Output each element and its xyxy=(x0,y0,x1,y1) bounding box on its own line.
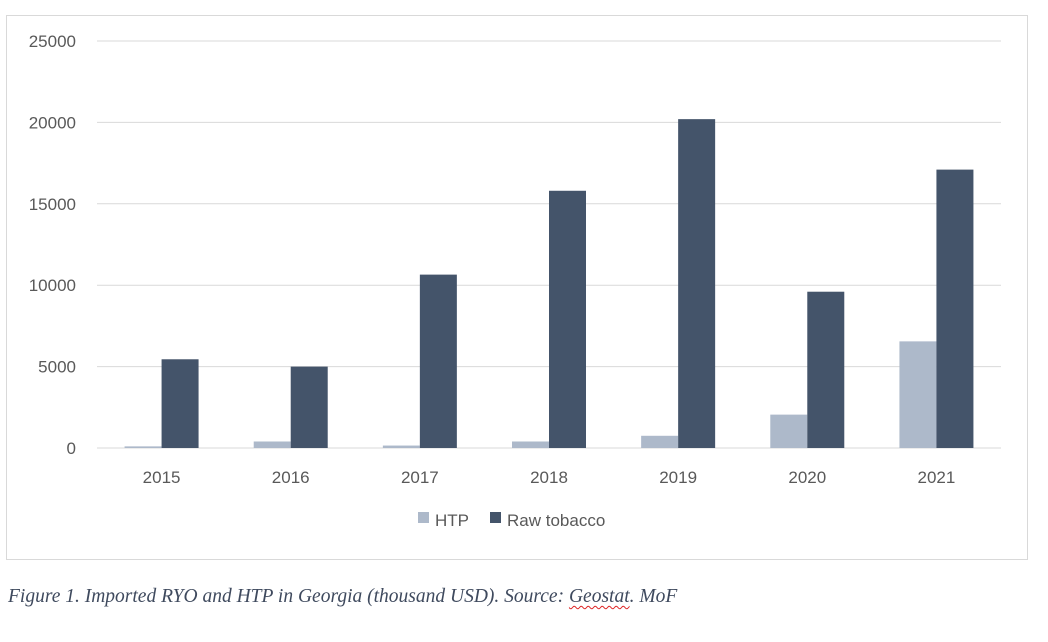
bar-htp-2021 xyxy=(899,341,937,448)
caption-source-geostat: Geostat xyxy=(568,586,630,607)
x-tick-label: 2021 xyxy=(918,468,956,487)
bar-htp-2017 xyxy=(382,445,420,448)
y-tick-label: 5000 xyxy=(38,358,76,377)
x-tick-label: 2018 xyxy=(530,468,568,487)
caption-source-mof: . MoF xyxy=(629,586,678,607)
caption-text: Figure 1. Imported RYO and HTP in Georgi… xyxy=(8,586,569,607)
x-tick-label: 2015 xyxy=(143,468,181,487)
y-tick-label: 20000 xyxy=(29,113,76,132)
legend-label: HTP xyxy=(435,511,469,530)
legend-swatch-htp xyxy=(418,512,429,523)
y-tick-label: 15000 xyxy=(29,195,76,214)
bar-raw-tobacco-2017 xyxy=(419,274,457,448)
bar-htp-2020 xyxy=(770,414,808,448)
bar-htp-2018 xyxy=(512,441,549,448)
x-tick-label: 2016 xyxy=(272,468,310,487)
legend-label: Raw tobacco xyxy=(507,511,605,530)
bar-raw-tobacco-2016 xyxy=(290,366,328,448)
y-tick-label: 0 xyxy=(67,439,76,458)
x-tick-label: 2017 xyxy=(401,468,439,487)
bar-htp-2016 xyxy=(253,441,291,448)
bar-raw-tobacco-2019 xyxy=(678,119,716,449)
chart-frame xyxy=(6,15,1028,560)
bar-htp-2019 xyxy=(641,435,679,448)
bar-chart: 0 5000 10000 15000 20000 25000 2015 2016 2017 201… xyxy=(29,32,1001,530)
bar-raw-tobacco-2015 xyxy=(161,359,199,448)
x-tick-label: 2020 xyxy=(788,468,826,487)
y-tick-label: 10000 xyxy=(29,276,76,295)
y-tick-label: 25000 xyxy=(29,32,76,51)
bar-htp-2015 xyxy=(124,446,162,448)
bar-raw-tobacco-2020 xyxy=(807,291,845,448)
bar-raw-tobacco-2021 xyxy=(936,169,974,448)
bar-raw-tobacco-2018 xyxy=(549,190,586,448)
x-tick-label: 2019 xyxy=(659,468,697,487)
legend-swatch-raw-tobacco xyxy=(490,512,501,523)
figure-caption: Figure 1. Imported RYO and HTP in Georgi… xyxy=(8,586,677,608)
